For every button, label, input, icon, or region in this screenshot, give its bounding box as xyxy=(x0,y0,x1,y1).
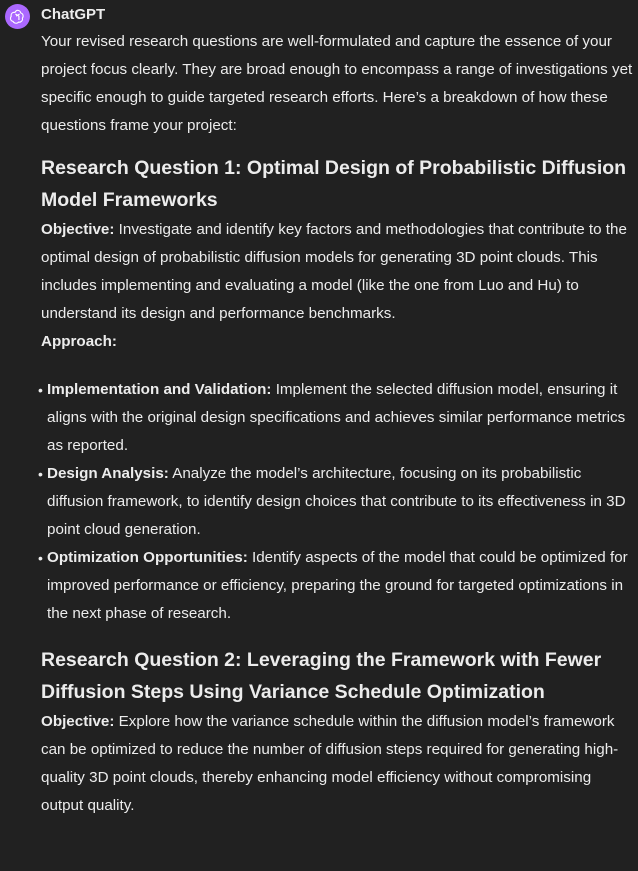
bullet-text: Implement the selected diffusion model, … xyxy=(47,381,626,454)
rq2-heading: Research Question 2: Leveraging the Fram… xyxy=(41,649,602,703)
rq1-approach-list: Implementation and Validation: Implement… xyxy=(38,376,636,628)
rq2-objective-text: Explore how the variance schedule within… xyxy=(41,713,619,814)
bullet-label: Design Analysis: xyxy=(47,465,169,482)
rq1-objective-text: Investigate and identify key factors and… xyxy=(41,221,627,322)
rq2-objective: Objective: Explore how the variance sche… xyxy=(41,708,636,820)
bullet-label: Implementation and Validation: xyxy=(47,381,272,398)
intro-paragraph: Your revised research questions are well… xyxy=(41,33,633,134)
list-item: Optimization Opportunities: Identify asp… xyxy=(38,544,636,628)
avatar xyxy=(5,4,30,29)
message-content: Your revised research questions are well… xyxy=(38,28,636,820)
bullet-text: Analyze the model’s architecture, focusi… xyxy=(47,465,626,538)
rq1-heading: Research Question 1: Optimal Design of P… xyxy=(41,157,627,211)
list-item: Implementation and Validation: Implement… xyxy=(38,376,636,460)
rq1-objective: Objective: Investigate and identify key … xyxy=(41,216,636,328)
rq2-objective-label: Objective: xyxy=(41,713,115,730)
list-item: Design Analysis: Analyze the model’s arc… xyxy=(38,460,636,544)
bullet-text: Identify aspects of the model that could… xyxy=(47,549,628,622)
rq1-objective-label: Objective: xyxy=(41,221,115,238)
rq1-approach-label: Approach: xyxy=(41,333,117,350)
bullet-label: Optimization Opportunities: xyxy=(47,549,248,566)
openai-logo-icon xyxy=(9,9,24,24)
message-author: ChatGPT xyxy=(41,6,106,23)
